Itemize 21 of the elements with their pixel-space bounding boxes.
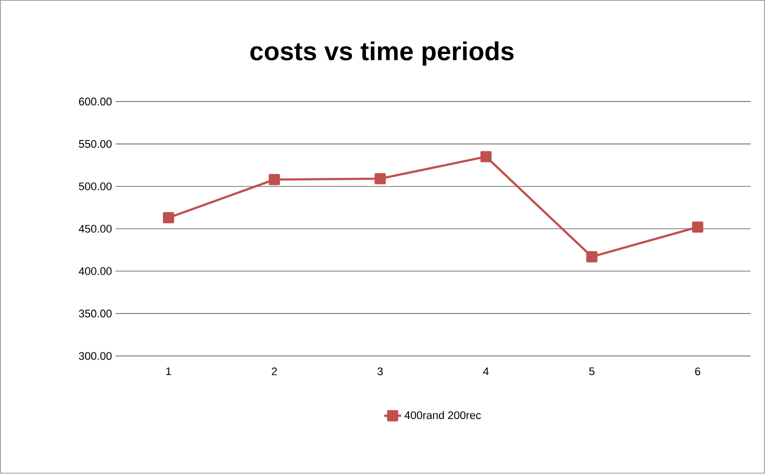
y-tick-label: 600.00	[79, 98, 112, 106]
point	[692, 222, 704, 233]
x-tick-label: 2	[272, 368, 277, 376]
point	[162, 212, 174, 224]
y-tick-label: 550.00	[78, 140, 112, 148]
y-tick-label: 450.00	[78, 225, 112, 233]
y-tick-label: 300.00	[78, 352, 112, 360]
x-tick-label: 3	[378, 368, 383, 376]
y-tick-label: 400.00	[78, 268, 112, 276]
point	[586, 251, 598, 263]
point	[480, 151, 492, 162]
legend-label: 400rand 200rec	[404, 411, 481, 420]
chart-title: costs vs time periods	[250, 42, 514, 66]
x-tick-label: 5	[589, 368, 594, 376]
y-tick-label: 500.00	[78, 182, 112, 190]
point	[268, 174, 280, 186]
x-tick-label: 4	[483, 368, 489, 376]
x-tick-label: 6	[695, 368, 700, 376]
x-tick-label: 1	[166, 368, 172, 376]
y-tick-label: 350.00	[78, 310, 112, 318]
point	[374, 173, 386, 185]
